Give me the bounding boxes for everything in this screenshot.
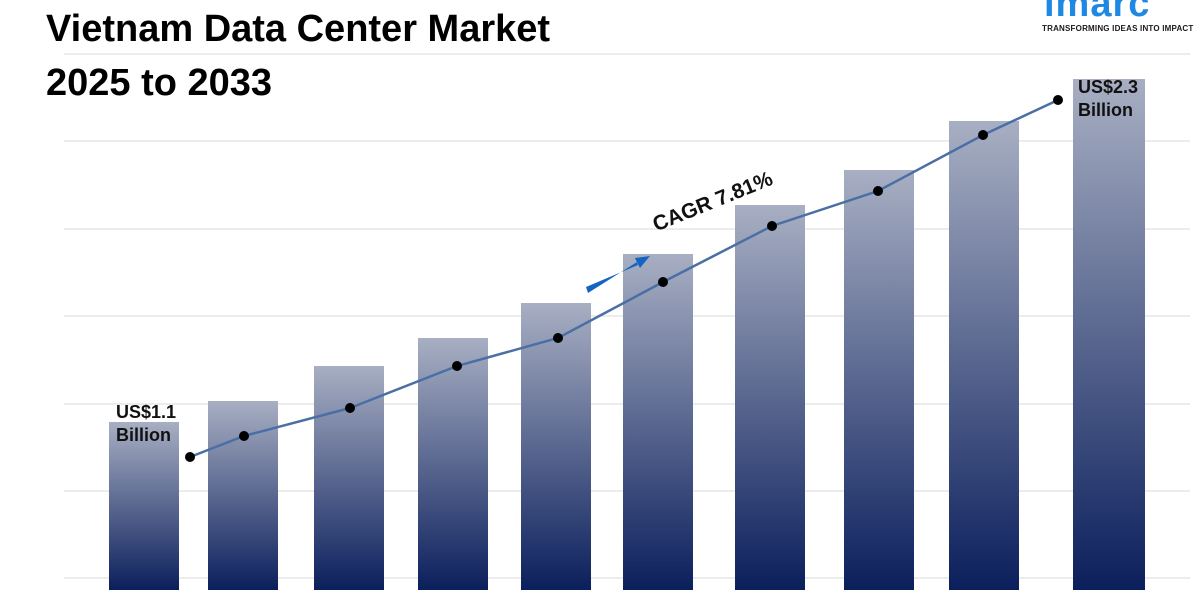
end-unit: Billion bbox=[1078, 100, 1133, 120]
bar-7 bbox=[844, 170, 914, 590]
chart-bars bbox=[109, 79, 1145, 590]
logo-tagline: TRANSFORMING IDEAS INTO IMPACT bbox=[1042, 24, 1194, 33]
bar-6 bbox=[735, 205, 805, 590]
start-value: US$1.1 bbox=[116, 402, 177, 422]
trend-point-3 bbox=[452, 361, 462, 371]
trend-point-5 bbox=[658, 277, 668, 287]
trend-point-9 bbox=[1053, 95, 1063, 105]
bar-9 bbox=[1073, 79, 1145, 590]
cagr-arrow-icon bbox=[586, 256, 650, 293]
cagr-arrow bbox=[586, 256, 650, 293]
chart-title-line2: 2025 to 2033 bbox=[46, 62, 273, 104]
chart-title-line1: Vietnam Data Center Market bbox=[46, 8, 551, 50]
bar-8 bbox=[949, 121, 1019, 590]
imarc-logo: imarc TRANSFORMING IDEAS INTO IMPACT bbox=[1036, 0, 1200, 40]
trend-line-path bbox=[189, 98, 1059, 459]
bar-5 bbox=[623, 254, 693, 590]
trend-line bbox=[185, 95, 1063, 462]
logo-wordmark: imarc bbox=[1044, 0, 1151, 25]
trend-point-6 bbox=[767, 221, 777, 231]
trend-point-8 bbox=[978, 130, 988, 140]
bar-3 bbox=[418, 338, 488, 590]
chart-title: Vietnam Data Center Market 2025 to 2033 bbox=[46, 2, 550, 110]
trend-point-4 bbox=[553, 333, 563, 343]
bar-4 bbox=[521, 303, 591, 590]
trend-point-0 bbox=[185, 452, 195, 462]
end-value-label: US$2.3 Billion bbox=[1078, 76, 1138, 122]
trend-point-7 bbox=[873, 186, 883, 196]
bar-0 bbox=[109, 422, 179, 590]
trend-point-1 bbox=[239, 431, 249, 441]
trend-point-2 bbox=[345, 403, 355, 413]
start-unit: Billion bbox=[116, 425, 171, 445]
start-value-label: US$1.1 Billion bbox=[116, 401, 176, 447]
end-value: US$2.3 bbox=[1078, 77, 1139, 97]
